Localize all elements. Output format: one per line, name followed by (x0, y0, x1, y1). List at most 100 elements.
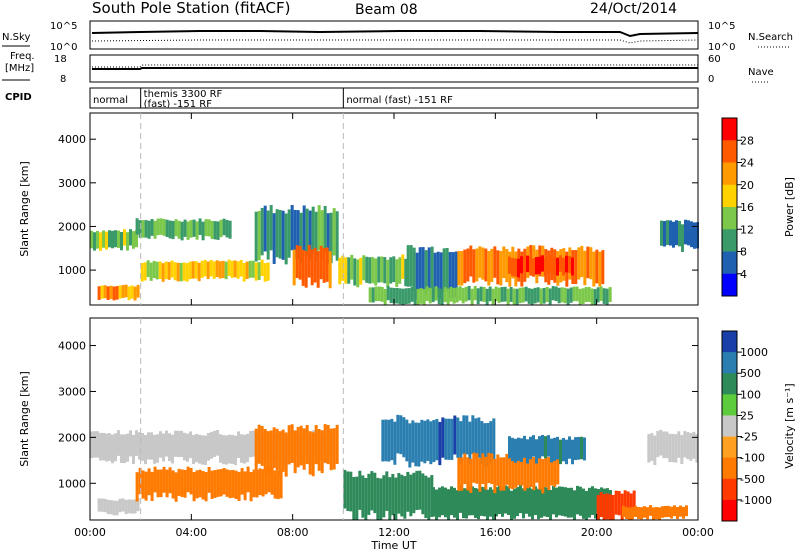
data-cell (632, 490, 636, 515)
data-cell (575, 286, 579, 302)
data-cell (377, 286, 381, 302)
data-cell (552, 485, 555, 515)
data-cell (555, 487, 558, 518)
data-cell (530, 288, 534, 305)
data-cell (191, 261, 195, 279)
data-cell (290, 204, 294, 251)
data-cell (523, 435, 526, 458)
data-cell (548, 288, 552, 305)
data-cell (536, 287, 540, 303)
data-cell (441, 417, 445, 458)
colorbar-swatch (722, 184, 737, 208)
data-cell (521, 287, 525, 303)
data-cell (567, 487, 570, 518)
data-cell (228, 470, 232, 499)
colorbar-swatch (722, 415, 737, 438)
data-cell (573, 490, 576, 520)
data-cell (599, 492, 603, 518)
data-cell (664, 505, 667, 518)
data-cell (368, 257, 372, 284)
data-cell (514, 455, 518, 488)
data-cell (517, 454, 521, 486)
x-tick-label: 20:00 (581, 526, 613, 539)
data-cell (108, 230, 111, 248)
data-cell (168, 433, 171, 462)
data-cell (237, 471, 241, 502)
data-cell (665, 431, 669, 459)
velocity-panel: 1000 2000 3000 4000 Slant Range [km] 00:00 04:… (18, 317, 714, 539)
data-cell (371, 257, 375, 284)
data-cell (526, 455, 530, 489)
data-cell (121, 285, 125, 298)
data-cell (243, 471, 247, 501)
data-cell (150, 471, 154, 502)
data-cell (628, 507, 631, 520)
data-cell (450, 486, 453, 516)
data-cell (674, 434, 678, 463)
data-cell (392, 287, 396, 304)
data-cell (222, 468, 226, 495)
data-cell (400, 474, 404, 517)
data-cell (580, 245, 584, 278)
data-cell (219, 469, 223, 497)
data-cell (452, 288, 456, 304)
data-cell (520, 438, 523, 462)
data-cell (550, 438, 553, 463)
x-tick-label: 16:00 (479, 526, 511, 539)
data-cell (356, 259, 360, 288)
data-cell (592, 251, 596, 287)
data-cell (147, 468, 151, 496)
cpid-segment-label: (fast) -151 RF (144, 99, 213, 110)
data-cell (550, 454, 554, 486)
data-cell (111, 230, 114, 249)
y-tick-label: 3000 (58, 177, 86, 190)
data-cell (207, 466, 211, 493)
data-cell (218, 261, 222, 279)
data-cell (693, 222, 696, 249)
data-cell (198, 469, 202, 498)
y-tick-label: 3000 (58, 385, 86, 398)
data-cell (584, 287, 588, 303)
data-cell (216, 469, 220, 497)
data-cell (298, 246, 302, 280)
data-cell (135, 472, 139, 502)
data-cell (510, 490, 513, 520)
data-cell (275, 428, 279, 471)
data-cell (332, 208, 336, 256)
data-cell (130, 499, 134, 514)
data-cell (374, 286, 378, 302)
data-cell (320, 430, 324, 474)
data-cell (109, 500, 113, 515)
data-cell (176, 262, 180, 282)
data-cell (404, 288, 408, 305)
data-cell (395, 287, 399, 304)
data-cell (486, 489, 489, 520)
data-cell (189, 431, 192, 459)
data-cell (418, 470, 422, 510)
data-cell (538, 436, 541, 459)
data-cell (473, 286, 477, 301)
data-cell (526, 255, 529, 273)
data-cell (233, 260, 237, 278)
data-cell (103, 498, 107, 513)
data-cell (126, 232, 129, 251)
data-cell (412, 247, 416, 291)
colorbar-tick-label: 4 (740, 268, 747, 281)
data-cell (171, 220, 175, 240)
data-cell (511, 257, 514, 276)
data-cell (209, 259, 213, 277)
data-cell (469, 458, 473, 493)
data-cell (462, 488, 465, 519)
data-cell (272, 427, 276, 469)
data-cell (132, 434, 135, 465)
data-cell (231, 469, 235, 498)
data-cell (120, 232, 123, 251)
data-cell (455, 287, 459, 303)
data-cell (445, 248, 449, 292)
data-cell (90, 230, 93, 249)
data-cell (392, 256, 396, 283)
data-cell (272, 213, 276, 264)
data-cell (188, 261, 192, 280)
colorbar-swatch (722, 140, 737, 163)
data-cell (177, 220, 181, 239)
